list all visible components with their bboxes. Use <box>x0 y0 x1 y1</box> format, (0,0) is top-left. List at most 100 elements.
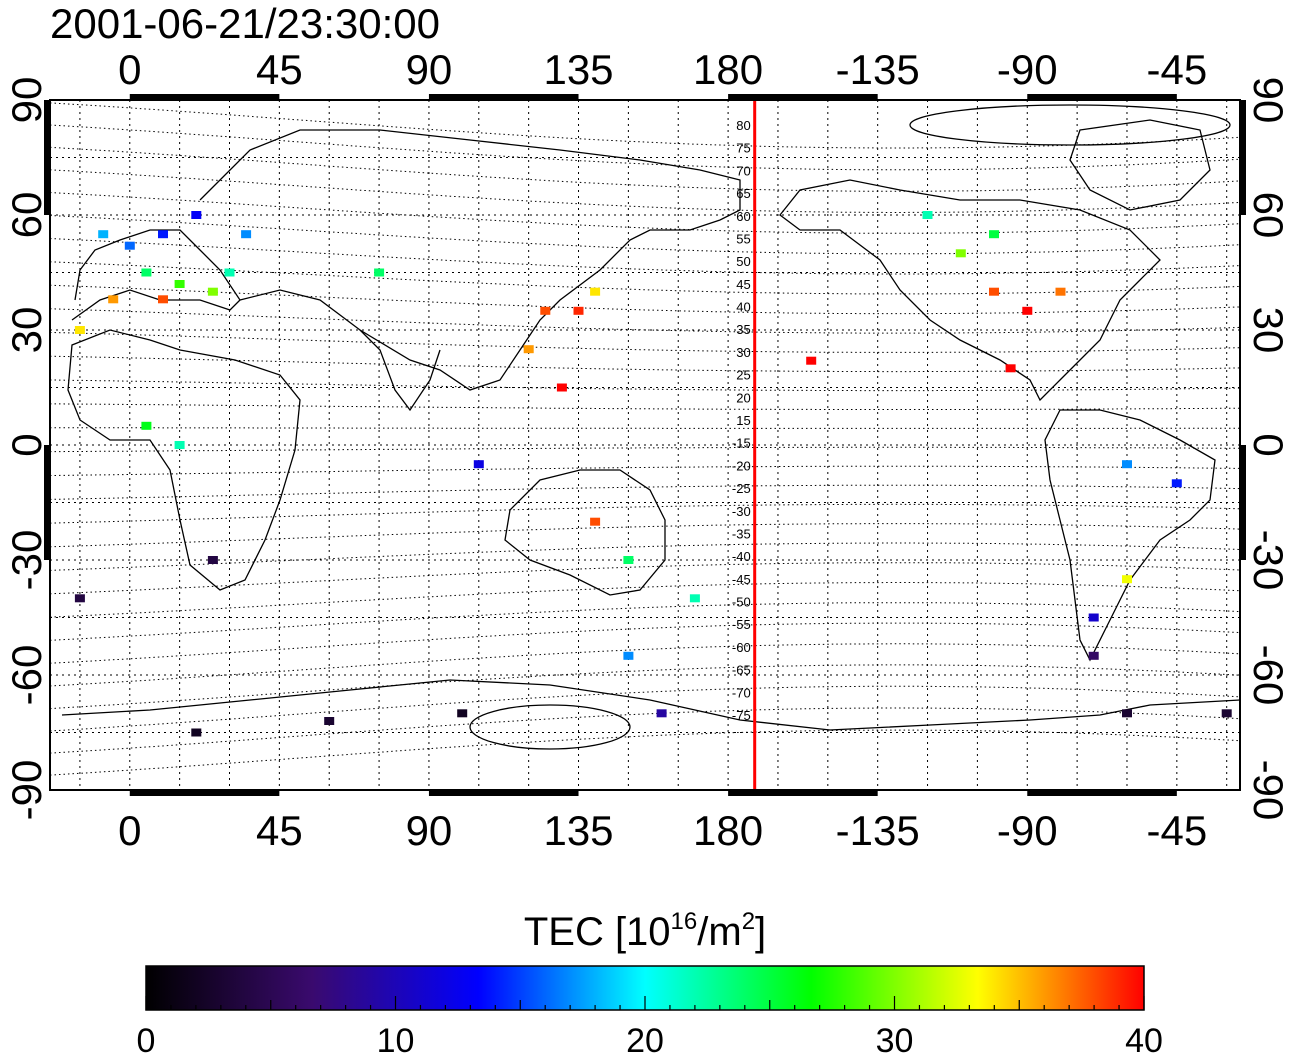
contour-label: 25 <box>736 368 750 383</box>
contour-label: 30 <box>736 345 750 360</box>
contour-line <box>50 215 1240 255</box>
contour-line <box>50 238 1240 275</box>
tec-point <box>158 295 168 304</box>
tec-point <box>98 230 109 239</box>
contour-line <box>50 729 1240 776</box>
contour-label: 55 <box>736 232 750 247</box>
contour-label: -65 <box>732 663 751 678</box>
contour-line <box>50 146 1240 192</box>
contour-line <box>50 284 1240 315</box>
contour-label: 45 <box>736 277 750 292</box>
contour-label: -30 <box>732 504 751 519</box>
tec-point <box>1055 287 1066 296</box>
tec-point <box>989 287 999 296</box>
contour-label: 20 <box>736 390 750 405</box>
coast-north-america <box>779 179 1161 402</box>
coast-asia <box>199 129 741 391</box>
contour-line <box>50 403 1240 410</box>
tec-point <box>623 556 634 564</box>
tec-point <box>1171 479 1182 488</box>
contour-label: 35 <box>736 322 750 337</box>
coast-africa <box>67 329 301 591</box>
tec-point <box>224 268 235 277</box>
colorbar-labels: 0 10 20 30 40 <box>137 1022 1163 1060</box>
x-tick-label: 180 <box>693 46 763 93</box>
y-tick-label: -90 <box>1245 760 1292 821</box>
frame-bar <box>728 94 878 100</box>
y-tick-label: -60 <box>1245 645 1292 706</box>
x-tick-label: 45 <box>256 807 303 854</box>
y-tick-label: -60 <box>3 645 50 706</box>
tec-point <box>806 356 817 365</box>
y-tick-label: 90 <box>1245 77 1292 124</box>
tec-point <box>141 268 152 277</box>
tec-point <box>1022 306 1033 315</box>
contour-line <box>50 261 1240 295</box>
contour-label: -35 <box>732 527 751 542</box>
tec-point <box>689 594 700 603</box>
contour-line <box>50 355 1240 373</box>
x-tick-label: -90 <box>997 807 1058 854</box>
x-tick-label: 0 <box>118 807 141 854</box>
x-tick-label: 180 <box>693 807 763 854</box>
contour-label: -15 <box>732 436 751 451</box>
frame-bar <box>428 94 579 100</box>
tec-point <box>191 728 202 737</box>
contour-line <box>50 102 1240 149</box>
contour-line <box>50 192 1240 234</box>
contour-label: -60 <box>732 640 751 655</box>
frame-bar <box>1027 94 1177 100</box>
tec-point <box>191 211 202 219</box>
frame-bar <box>728 790 878 796</box>
coast-europe <box>71 229 241 321</box>
x-tick-label: -90 <box>997 46 1058 93</box>
contour-label: 80 <box>736 118 750 133</box>
contour-line <box>50 427 1240 429</box>
y-tick-label: 90 <box>3 77 50 124</box>
contour-label: 65 <box>736 186 750 201</box>
coast-south-america <box>1044 409 1216 662</box>
colorbar-tick-label: 40 <box>1125 1022 1163 1057</box>
tec-point <box>1088 651 1099 660</box>
tec-point <box>141 421 152 430</box>
x-tick-label: 90 <box>406 807 453 854</box>
colorbar-tick-label: 30 <box>876 1022 914 1057</box>
frame-bar <box>44 100 50 215</box>
contour-line <box>50 643 1240 687</box>
tec-point <box>1122 709 1132 718</box>
contour-line <box>50 169 1240 213</box>
tec-point <box>556 383 567 392</box>
tec-point <box>457 709 468 718</box>
tec-point <box>124 241 135 250</box>
frame-tick-bars <box>44 94 1246 796</box>
tec-point <box>324 717 335 725</box>
contour-label: 15 <box>736 413 750 428</box>
contour-line <box>50 308 1240 334</box>
contour-line <box>50 503 1240 524</box>
x-tick-label: 135 <box>543 807 613 854</box>
contour-line <box>50 707 1240 754</box>
tec-point <box>540 306 551 315</box>
x-tick-label: -135 <box>836 807 920 854</box>
contour-label: 70 <box>736 163 750 178</box>
contour-line <box>50 446 1240 453</box>
y-tick-label: -30 <box>3 530 50 591</box>
contour-line <box>50 542 1240 571</box>
x-tick-label: 0 <box>118 46 141 93</box>
coast-antarctica <box>61 679 1240 731</box>
tec-point <box>207 556 218 564</box>
tec-point <box>473 460 484 469</box>
graticule-grid <box>50 100 1240 790</box>
contour-line <box>50 685 1240 732</box>
tec-point <box>590 287 601 296</box>
contour-label: -20 <box>732 458 751 473</box>
tec-point <box>573 306 584 315</box>
x-tick-label: 135 <box>543 46 613 93</box>
x-axis-top: 0 45 90 135 180 -135 -90 -45 <box>118 46 1207 93</box>
tec-point <box>374 268 385 277</box>
timestamp: 2001-06-21/23:30:00 <box>50 0 440 47</box>
frame-bar <box>1240 100 1246 215</box>
tec-point <box>955 249 966 258</box>
y-axis-left: 90 60 30 0 -30 -60 -90 <box>3 77 50 821</box>
tec-point <box>1122 460 1132 469</box>
